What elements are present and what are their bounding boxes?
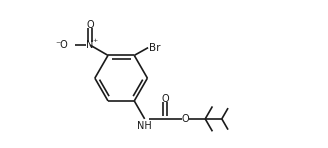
Text: NH: NH [137, 121, 152, 131]
Text: ⁻O: ⁻O [56, 40, 69, 50]
Text: Br: Br [150, 43, 161, 53]
Text: O: O [181, 114, 189, 124]
Text: O: O [86, 20, 94, 30]
Text: N: N [86, 40, 94, 50]
Text: O: O [162, 94, 169, 104]
Text: +: + [92, 38, 98, 42]
